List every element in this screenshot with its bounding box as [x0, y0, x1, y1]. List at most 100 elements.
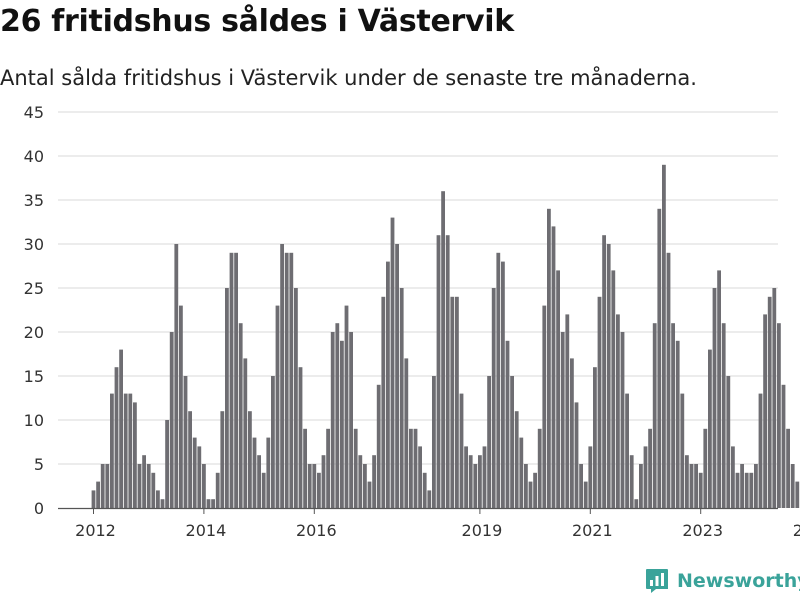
bar [473, 464, 478, 508]
bar [312, 464, 317, 508]
bar [616, 314, 620, 508]
bar [487, 376, 491, 508]
bar [110, 393, 114, 508]
bar [220, 411, 225, 508]
bar [547, 208, 551, 509]
chart-title: 26 fritidshus såldes i Västervik [0, 4, 514, 39]
bar [192, 437, 197, 508]
newsworthy-brand[interactable]: Newsworthy [645, 568, 800, 594]
x-tick-label: 2012 [75, 521, 116, 540]
bar [119, 349, 123, 508]
bar [340, 340, 344, 508]
bar [749, 472, 754, 508]
bar [381, 296, 386, 508]
bar [510, 376, 514, 508]
bar [625, 393, 629, 508]
bar [372, 455, 376, 508]
bar [413, 428, 418, 508]
y-tick-label: 25 [24, 279, 44, 298]
bar [123, 393, 128, 508]
bar [128, 393, 133, 508]
bar [758, 393, 763, 508]
bar [528, 481, 533, 508]
bar [386, 261, 390, 508]
bar [740, 464, 744, 508]
bar [151, 472, 156, 508]
x-tick-label: 2021 [572, 521, 613, 540]
bar [634, 499, 639, 508]
bar [321, 455, 326, 508]
y-tick-label: 15 [24, 367, 44, 386]
bar [505, 340, 510, 508]
bar [225, 288, 229, 508]
bar [289, 252, 294, 508]
bar [142, 455, 146, 508]
bar [294, 288, 298, 508]
bar [206, 499, 211, 508]
bar [330, 332, 335, 508]
bar [662, 164, 666, 509]
bar [671, 323, 675, 508]
bar [675, 340, 680, 508]
bar [542, 305, 547, 508]
bar [698, 472, 703, 508]
bar [685, 455, 689, 508]
bar [703, 428, 708, 508]
bar [629, 455, 634, 508]
bar [156, 490, 160, 508]
bar [174, 244, 179, 508]
x-tick-label: 2016 [296, 521, 337, 540]
bar [257, 455, 261, 508]
bar [551, 226, 556, 508]
bar [363, 464, 367, 508]
bar [450, 296, 455, 508]
bar [754, 464, 758, 508]
bar [455, 296, 459, 508]
bar [767, 296, 772, 508]
bar [165, 420, 169, 508]
y-tick-label: 45 [24, 103, 44, 122]
bar [280, 244, 284, 508]
bar [390, 217, 395, 508]
bar [404, 358, 409, 508]
bar [726, 376, 731, 508]
bar [432, 376, 436, 508]
bar [284, 252, 289, 508]
bar [744, 472, 749, 508]
y-tick-label: 10 [24, 411, 44, 430]
bar [501, 261, 505, 508]
x-tick-label: 2023 [682, 521, 723, 540]
bar [491, 288, 496, 508]
bar [202, 464, 206, 508]
bar [133, 402, 137, 508]
bar [574, 402, 579, 508]
bar [643, 446, 648, 508]
bar [514, 411, 519, 508]
bar [238, 323, 243, 508]
bar [694, 464, 698, 508]
bar [436, 235, 441, 508]
bar [266, 437, 271, 508]
bar [468, 455, 473, 508]
bar [441, 191, 445, 508]
bar [307, 464, 312, 508]
bar [708, 349, 712, 508]
bar [96, 481, 100, 508]
bar [261, 472, 266, 508]
bar [593, 367, 597, 508]
bar [565, 314, 570, 508]
bar [252, 437, 257, 508]
bar [606, 244, 611, 508]
bar [188, 411, 192, 508]
bar [445, 235, 450, 508]
bar [560, 332, 565, 508]
x-tick-label: 2019 [462, 521, 503, 540]
bar [367, 481, 372, 508]
bar [160, 499, 165, 508]
bar [326, 428, 330, 508]
bar [524, 464, 528, 508]
bar [298, 367, 303, 508]
bar [275, 305, 280, 508]
bar [335, 323, 340, 508]
